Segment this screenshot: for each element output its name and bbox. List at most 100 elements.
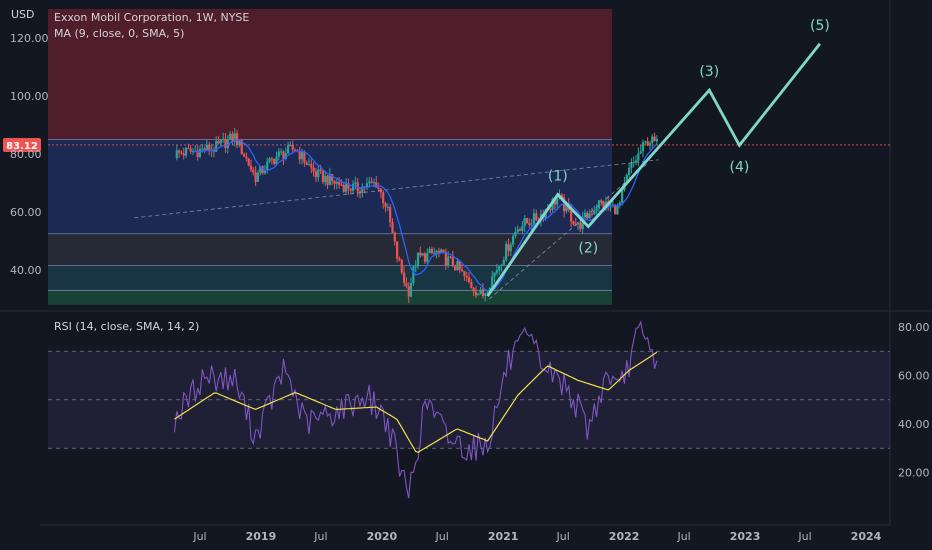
candle-body [312,167,315,172]
candle-body [630,162,633,168]
candle-body [597,200,601,209]
candle-body [203,148,206,151]
candle-body [423,253,427,262]
candle-body [639,151,642,154]
candle-body [433,252,436,254]
candle-body [382,192,385,203]
candle-body [205,144,209,151]
candle-body [486,292,489,294]
candle-body [405,282,408,287]
candle-body [284,153,287,159]
candle-body [307,164,311,166]
candle-body [217,141,220,144]
candle-body [317,169,320,178]
candle-body [641,142,645,152]
wave-label-4: (4) [730,159,750,175]
candle-body [588,213,591,219]
candle-body [593,210,596,215]
candle-body [254,172,257,182]
candle-body [375,182,378,188]
candle-body [235,133,239,146]
candle-body [516,229,519,232]
candle-body [233,133,236,142]
elliott-wave-path [486,42,821,297]
candle-body [196,150,199,157]
candle-body [340,184,343,186]
time-tick-label: Jul [192,530,206,543]
candle-body [491,276,494,288]
candle-body [514,231,517,236]
candle-body [321,170,325,183]
candle-body [407,286,410,297]
candle-body [477,293,480,296]
wave-label-1: (1) [548,169,568,185]
candle-body [435,250,438,253]
shaded-zone-0 [48,9,612,140]
candle-body [175,150,178,159]
ma-legend[interactable]: MA (9, close, 0, SMA, 5) [54,27,185,40]
candle-body [409,283,413,297]
candle-body [270,158,273,160]
candle-body [338,182,341,185]
rsi-legend[interactable]: RSI (14, close, SMA, 14, 2) [54,320,200,333]
candle-body [184,148,188,156]
candle-body [180,152,183,154]
candle-body [535,213,538,221]
candle-body [268,158,271,162]
symbol-legend[interactable]: Exxon Mobil Corporation, 1W, NYSE [54,11,250,24]
candle-body [479,289,482,294]
rsi-band-fill [48,351,890,449]
candle-body [377,187,380,189]
candle-body [416,252,420,267]
candle-body [293,149,297,151]
candle-body [470,282,473,288]
candle-body [215,141,218,152]
candle-body [414,266,417,268]
candle-body [442,249,445,252]
candle-body [240,139,243,155]
candle-body [261,166,264,174]
candle-body [208,144,211,152]
currency-label: USD [11,8,35,21]
candle-body [314,171,318,178]
time-tick-label: 2020 [367,530,398,543]
candle-body [505,244,508,261]
candle-body [259,166,262,173]
candle-body [512,235,515,245]
candle-body [419,252,422,256]
candle-body [500,264,503,266]
candle-body [563,197,566,212]
candle-body [581,216,584,229]
candle-body [488,287,492,293]
candle-body [224,138,227,149]
time-tick-label: Jul [556,530,570,543]
candle-body [525,218,529,224]
candle-body [328,174,331,185]
candle-body [463,271,466,277]
candle-body [634,160,638,163]
candle-body [245,156,248,159]
candle-body [303,151,306,163]
candle-body [319,169,322,171]
candle-body [549,209,552,211]
price-tick-label: 100.00 [10,90,49,103]
candle-body [226,139,229,149]
candles [175,127,659,303]
candle-body [572,221,575,225]
candle-body [219,140,222,144]
trend-line-0 [134,159,659,219]
candle-body [386,206,389,208]
candle-body [616,205,619,215]
candle-body [502,260,505,265]
candle-body [618,202,621,206]
candle-body [358,191,362,194]
rsi-tick-label: 80.00 [898,321,930,334]
candle-body [614,204,617,215]
rsi-tick-label: 60.00 [898,370,930,383]
candle-body [263,170,267,174]
candle-body [277,151,280,157]
candle-body [590,213,594,215]
candle-body [430,248,434,254]
